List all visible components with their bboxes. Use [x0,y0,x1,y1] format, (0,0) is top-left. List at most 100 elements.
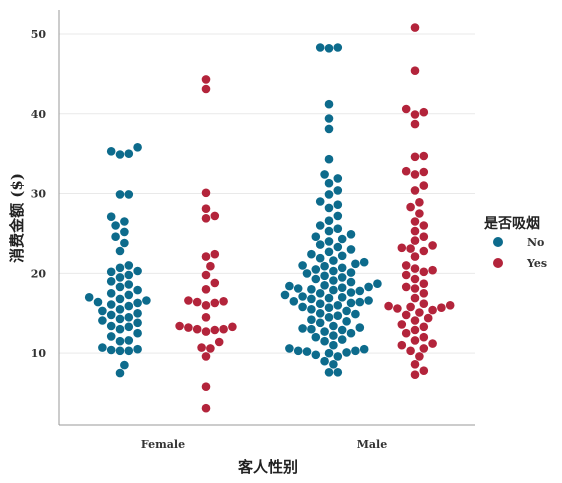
data-point-no [115,324,125,334]
data-point-no [364,282,373,292]
data-point-no [124,261,134,270]
data-point-yes [410,66,420,75]
data-point-no [124,190,134,199]
data-point-yes [410,186,420,195]
data-point-no [324,368,334,377]
data-point-yes [201,352,211,361]
data-point-yes [410,284,420,293]
data-point-no [320,327,329,336]
data-point-no [133,328,142,338]
data-point-no [320,170,329,179]
data-point-no [324,124,334,134]
data-point-no [307,305,316,314]
data-point-no [333,200,343,209]
data-point-no [359,344,369,354]
data-point-no [115,368,125,378]
data-point-no [115,246,125,256]
data-point-no [311,332,321,342]
data-point-no [329,340,338,350]
data-point-no [329,256,338,265]
data-point-yes [419,344,429,353]
data-point-no [320,336,329,346]
data-point-yes [201,270,211,280]
x-axis-ticks: Female Male [141,438,387,451]
data-point-yes [175,321,184,331]
data-point-no [115,305,125,314]
data-point-no [142,296,151,305]
data-point-yes [415,198,424,207]
data-point-no [320,261,329,271]
y-axis-ticks: 10 20 30 40 50 [31,28,47,360]
data-point-no [106,332,116,341]
data-point-no [106,277,116,286]
data-point-no [115,190,125,199]
data-point-yes [210,249,220,259]
data-point-no [346,268,356,277]
data-point-no [337,251,347,261]
y-tick-label: 20 [31,267,47,280]
data-point-yes [410,293,420,303]
data-point-no [324,154,334,164]
data-point-yes [410,170,420,179]
data-point-no [333,242,343,252]
data-point-yes [201,327,211,336]
data-point-no [324,216,334,225]
data-point-yes [419,246,429,256]
data-point-no [342,317,351,326]
data-point-no [111,232,120,241]
data-point-yes [406,302,415,312]
x-axis-title: 客人性别 [237,458,298,476]
data-point-no [307,315,316,325]
data-point-no [333,224,343,233]
data-point-yes [397,340,407,350]
data-point-yes [419,279,429,289]
data-point-no [115,336,125,346]
data-point-yes [401,261,411,270]
data-point-no [315,43,325,52]
data-point-no [124,336,134,345]
data-point-no [351,346,360,356]
data-point-no [84,293,94,302]
data-point-no [355,297,365,307]
data-point-yes [410,23,420,32]
data-point-no [115,150,125,159]
data-point-no [124,290,134,300]
data-point-no [324,114,334,123]
data-point-yes [219,324,228,334]
data-point-yes [201,403,211,413]
data-point-yes [445,301,455,310]
data-point-yes [428,241,437,250]
data-point-no [355,323,365,332]
data-point-no [124,322,134,332]
data-point-no [307,249,316,259]
data-point-no [364,296,373,305]
data-point-no [324,313,334,322]
data-point-no [115,294,125,304]
data-point-yes [201,214,211,223]
data-point-yes [419,267,429,277]
data-point-no [342,306,351,316]
data-point-no [124,301,134,311]
data-point-no [106,321,116,331]
data-point-no [324,303,334,313]
data-point-no [355,286,365,296]
data-point-no [124,149,134,158]
data-point-no [311,232,321,241]
y-tick-label: 10 [31,347,47,360]
data-point-yes [201,285,211,294]
data-point-no [324,293,334,303]
data-point-no [98,316,107,325]
data-point-yes [415,352,424,361]
data-point-no [346,245,356,254]
data-point-no [120,227,129,237]
data-point-yes [206,261,215,271]
data-point-yes [401,282,411,292]
data-point-no [293,284,303,293]
data-point-yes [184,296,193,305]
data-point-no [320,271,329,281]
data-point-no [106,212,116,221]
data-point-yes [210,325,220,335]
data-point-no [298,261,307,270]
data-point-no [98,306,107,316]
data-point-no [333,352,343,361]
